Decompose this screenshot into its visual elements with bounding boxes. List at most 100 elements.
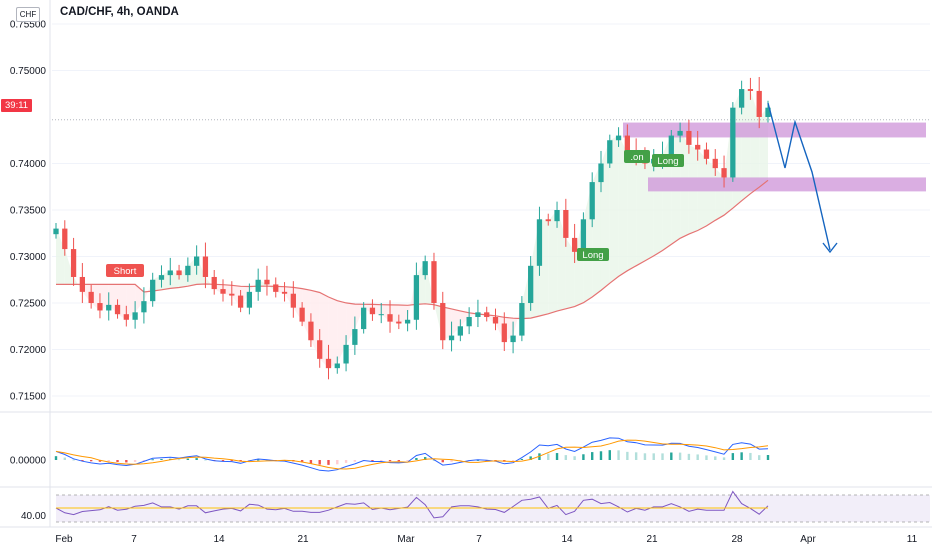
macd-axis-label: 0.00000 — [10, 456, 47, 467]
candle-body — [88, 291, 94, 304]
candle-body — [756, 90, 762, 117]
macd-histogram-bar — [687, 453, 691, 460]
candle-body — [528, 265, 534, 304]
macd-histogram-bar — [133, 460, 137, 462]
macd-histogram-bar — [547, 453, 550, 460]
macd-histogram-bar — [327, 460, 330, 465]
candle-body — [484, 312, 490, 317]
candle-body — [70, 249, 77, 277]
ma-line — [56, 179, 769, 320]
macd-histogram-bar — [318, 460, 321, 465]
candle-body — [343, 344, 349, 364]
signal-annotations: Short Long .on Long — [106, 150, 684, 277]
macd-histogram-bar — [678, 452, 682, 460]
projection-path — [767, 102, 838, 254]
candle-body — [369, 307, 376, 315]
x-tick-label: Mar — [397, 534, 415, 545]
macd-histogram-bar — [116, 460, 119, 463]
candle-body — [607, 140, 613, 164]
signal-label-text: Short — [114, 266, 137, 277]
macd-histogram-bar — [160, 458, 163, 460]
macd-histogram-bar — [731, 453, 735, 460]
candle-body — [730, 107, 736, 178]
candle-body — [246, 291, 253, 308]
candle-body — [686, 130, 692, 145]
macd-histogram-bar — [142, 460, 146, 461]
x-tick-label: 14 — [561, 534, 573, 545]
macd-histogram-bar — [423, 457, 427, 460]
macd-histogram-bar — [336, 460, 339, 465]
macd-histogram-bar — [705, 455, 708, 460]
signal-label-text: Long — [657, 156, 678, 167]
macd-histogram-bar — [476, 459, 480, 461]
grid — [0, 0, 932, 528]
macd-histogram-bar — [573, 456, 576, 460]
macd-histogram-bar — [652, 453, 655, 460]
macd-histogram-bar — [195, 458, 198, 460]
macd-histogram-bar — [722, 457, 726, 460]
x-tick-label: 21 — [297, 534, 309, 545]
candle-body — [536, 219, 543, 266]
macd-histogram-bar — [353, 460, 357, 462]
currency-badge[interactable]: CHF — [16, 7, 40, 22]
candle-body — [325, 358, 332, 369]
trend-fill — [451, 308, 461, 336]
x-tick-label: Apr — [800, 534, 816, 545]
trend-fill — [548, 210, 558, 314]
trend-fill — [398, 305, 408, 324]
y-tick-label: 0.75000 — [10, 66, 47, 77]
projection-arrowhead — [822, 242, 838, 254]
macd-histogram-bar — [265, 459, 269, 461]
trend-fill — [618, 135, 628, 277]
rsi-panel: 40.00 — [21, 490, 930, 523]
candle-body — [721, 168, 727, 178]
candle-body — [141, 301, 147, 313]
candle-body — [475, 312, 481, 317]
price-tag-countdown: 39:11 — [5, 100, 29, 111]
candle-body — [396, 321, 402, 324]
candle-body — [677, 130, 683, 136]
price-axis: 0.75500 0.75000 0.74000 0.73500 0.73000 0.725… — [10, 19, 47, 402]
macd-histogram-bar — [151, 459, 154, 461]
macd-histogram-bar — [177, 459, 181, 461]
candle-body — [202, 256, 209, 277]
candle-body — [712, 158, 718, 169]
macd-histogram-bar — [81, 460, 84, 461]
signal-label-text: Long — [582, 250, 603, 261]
macd-histogram-bar — [696, 454, 699, 460]
candle-body — [378, 314, 384, 316]
macd-histogram-bar — [221, 460, 225, 461]
candle-body — [150, 279, 156, 302]
y-tick-label: 0.73500 — [10, 206, 47, 217]
projection-line — [767, 102, 831, 251]
y-tick-label: 0.73000 — [10, 252, 47, 263]
candle-body — [220, 289, 226, 294]
candle-body — [387, 314, 393, 322]
y-tick-label: 0.72000 — [10, 345, 47, 356]
candle-body — [123, 314, 129, 320]
candle-body — [194, 256, 200, 266]
macd-histogram-bar — [564, 455, 568, 460]
trend-fill — [135, 284, 144, 313]
trend-fills — [56, 89, 768, 369]
macd-histogram-bar — [758, 455, 761, 460]
x-tick-label: 11 — [907, 534, 918, 545]
macd-histogram-bar — [125, 460, 128, 463]
macd-histogram-bar — [626, 451, 629, 460]
macd-histogram-bar — [380, 460, 383, 461]
candle-body — [765, 107, 771, 117]
candle-body — [106, 304, 112, 311]
candle-body — [62, 228, 68, 250]
candle-body — [114, 304, 121, 315]
macd-histogram-bar — [749, 452, 752, 460]
time-axis: Feb 7 14 21 Mar 7 14 21 28 Apr 11 — [55, 534, 917, 545]
macd-signal-line — [55, 439, 769, 470]
trend-fill — [636, 154, 645, 266]
rsi-axis-label: 40.00 — [21, 511, 46, 522]
macd-histogram-bar — [643, 453, 647, 460]
candle-body — [422, 261, 428, 276]
signal-label-box — [106, 264, 144, 277]
x-tick-label: 21 — [646, 534, 658, 545]
candle-body — [598, 163, 604, 183]
